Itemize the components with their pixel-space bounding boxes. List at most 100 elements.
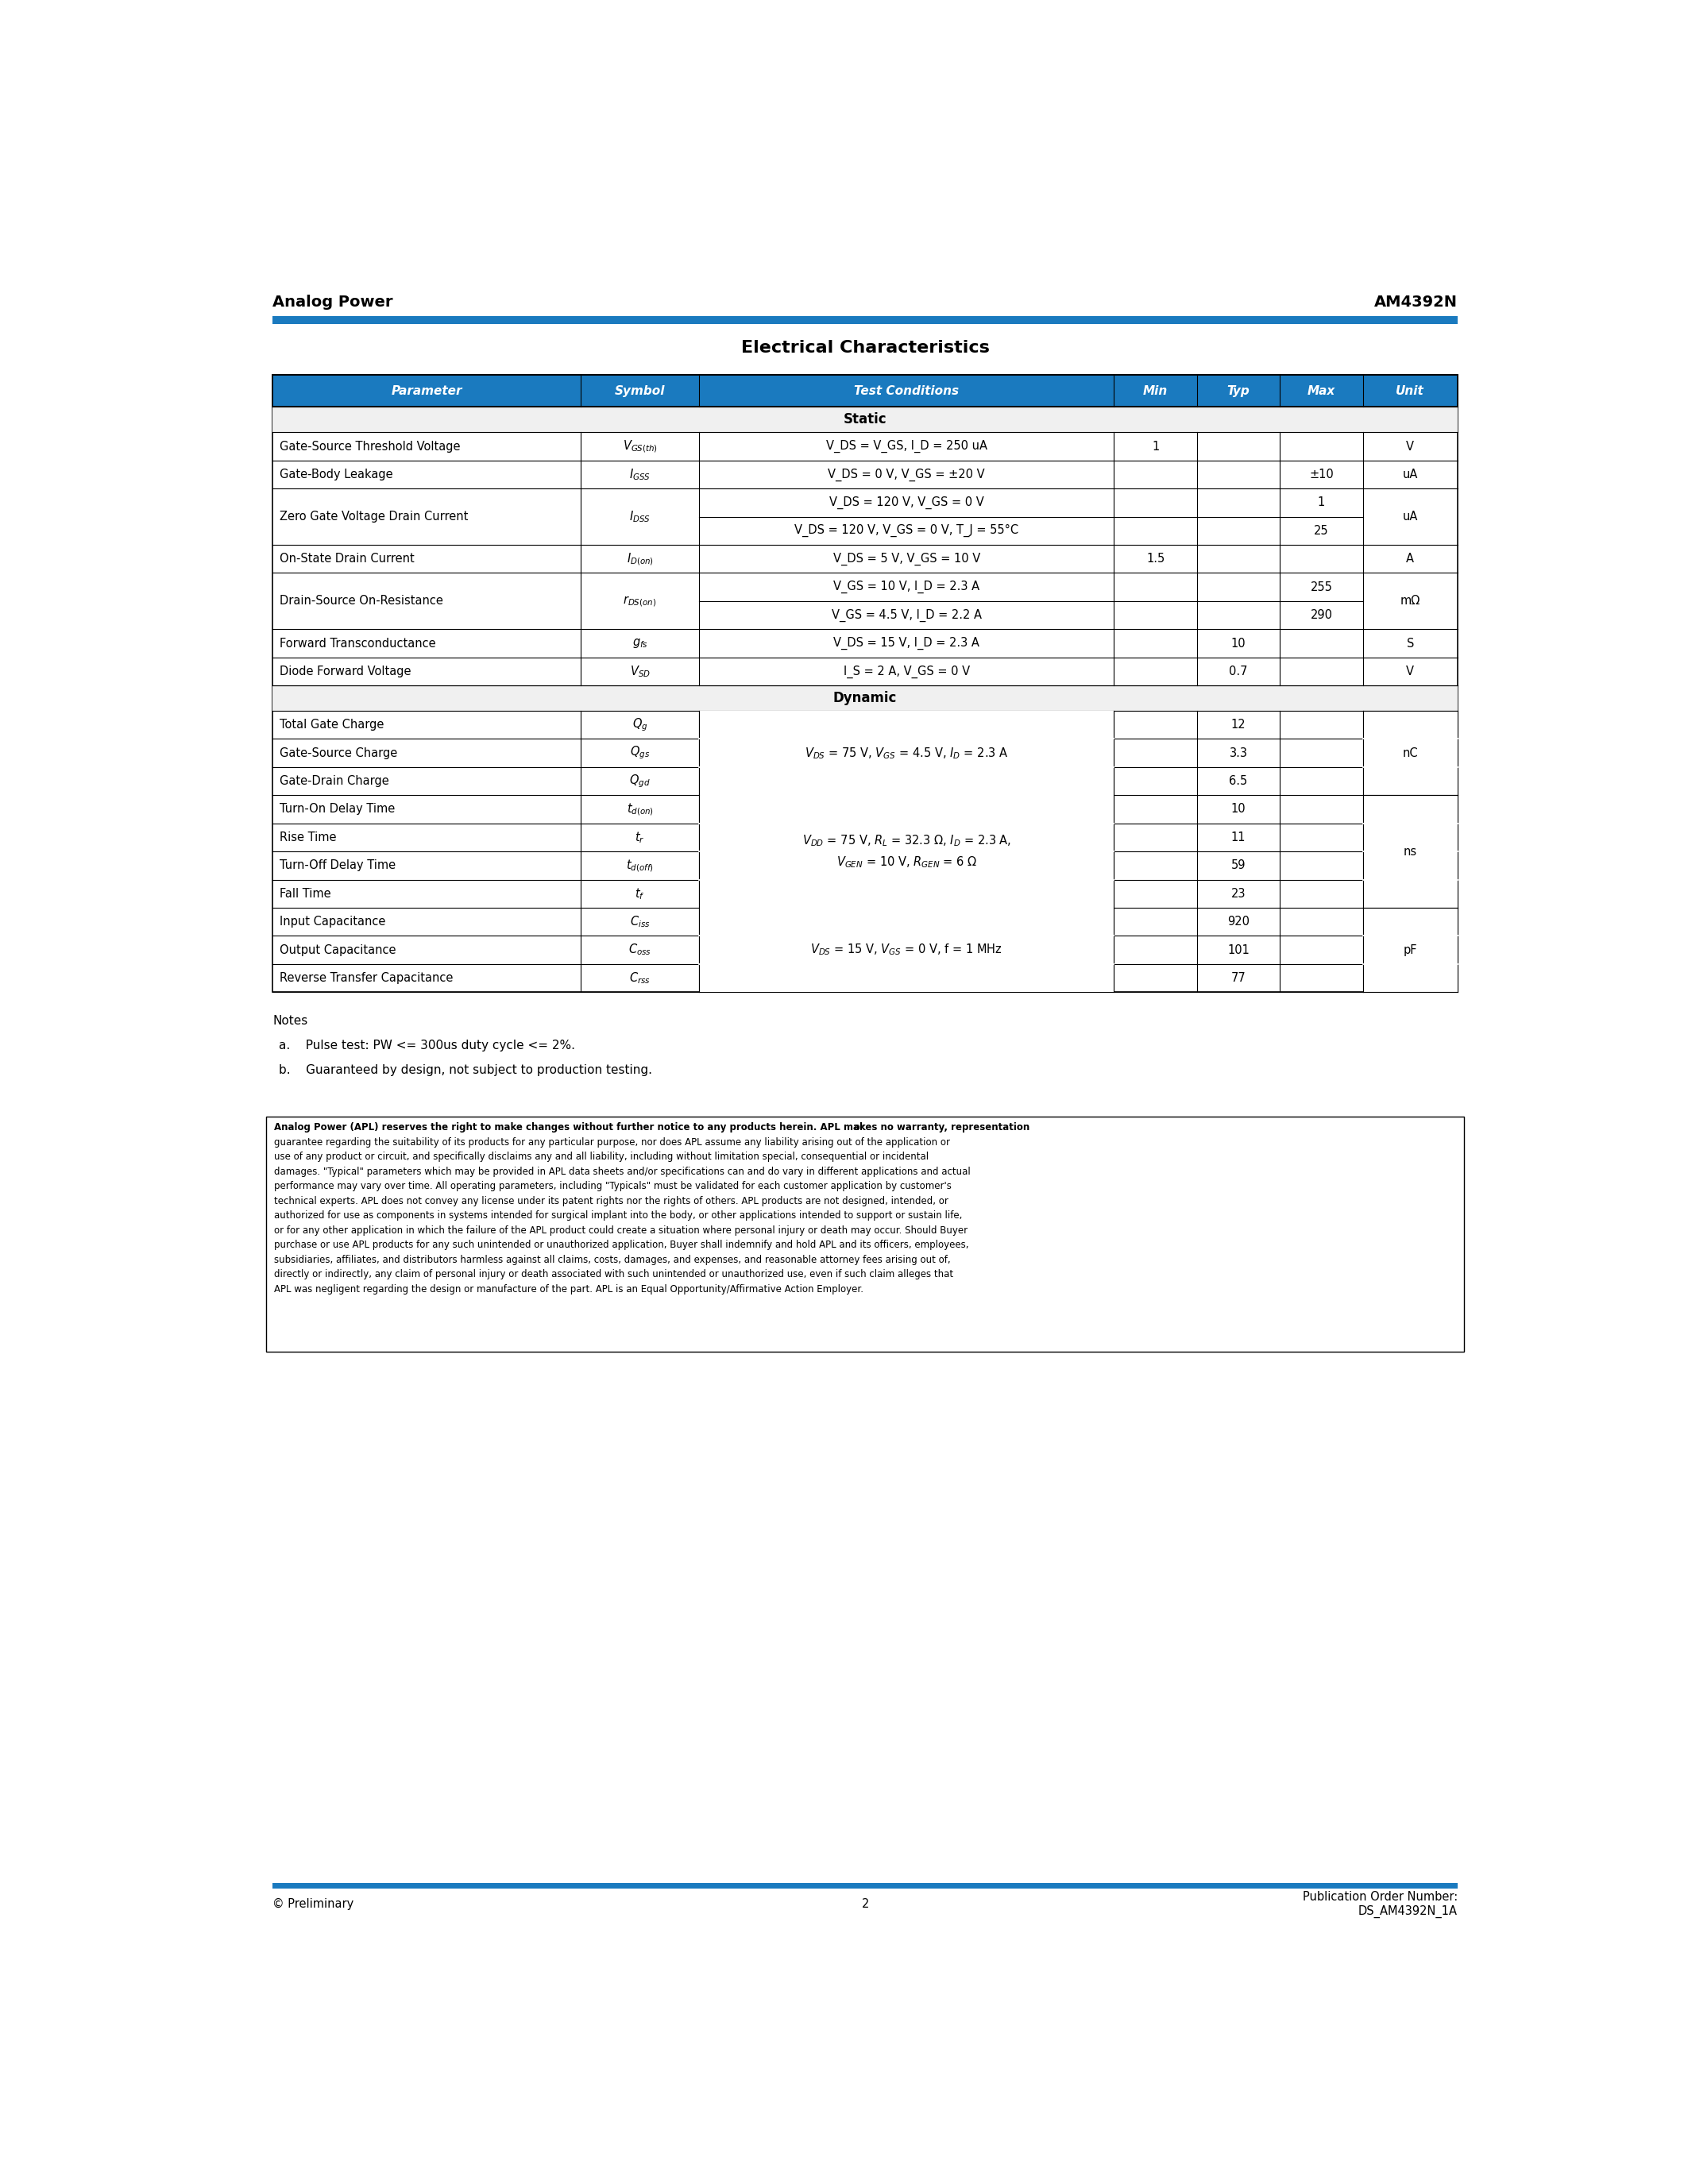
Text: DS_AM4392N_1A: DS_AM4392N_1A: [1359, 1904, 1458, 1918]
Text: 25: 25: [1313, 524, 1328, 537]
Bar: [267, 1116, 1463, 1352]
Text: V_GS = 10 V, I_D = 2.3 A: V_GS = 10 V, I_D = 2.3 A: [834, 581, 979, 594]
Text: V_DS = 0 V, V_GS = ±20 V: V_DS = 0 V, V_GS = ±20 V: [829, 467, 986, 480]
Text: or for any other application in which the failure of the APL product could creat: or for any other application in which th…: [273, 1225, 967, 1236]
Text: V_GS = 4.5 V, I_D = 2.2 A: V_GS = 4.5 V, I_D = 2.2 A: [832, 609, 982, 622]
Text: 920: 920: [1227, 915, 1249, 928]
Text: Publication Order Number:: Publication Order Number:: [1303, 1891, 1458, 1902]
Text: ns: ns: [1403, 860, 1416, 871]
Text: Min: Min: [1143, 384, 1168, 397]
Text: V_DS = 120 V, V_GS = 0 V: V_DS = 120 V, V_GS = 0 V: [829, 496, 984, 509]
Text: Parameter: Parameter: [392, 384, 463, 397]
Text: Notes: Notes: [272, 1016, 307, 1026]
Text: purchase or use APL products for any such unintended or unauthorized application: purchase or use APL products for any suc…: [273, 1241, 969, 1249]
Text: $I_{DSS}$: $I_{DSS}$: [630, 509, 650, 524]
Text: $Q_{gd}$: $Q_{gd}$: [630, 773, 650, 788]
Text: Gate-Source Charge: Gate-Source Charge: [280, 747, 398, 760]
Bar: [272, 376, 1458, 406]
Text: damages. "Typical" parameters which may be provided in APL data sheets and/or sp: damages. "Typical" parameters which may …: [273, 1166, 971, 1177]
Text: Dynamic: Dynamic: [834, 690, 896, 705]
Text: performance may vary over time. All operating parameters, including "Typicals" m: performance may vary over time. All oper…: [273, 1182, 952, 1192]
Text: A: A: [1406, 553, 1415, 566]
Bar: [272, 406, 1458, 432]
Text: 3.3: 3.3: [1229, 747, 1247, 760]
Text: Unit: Unit: [1396, 384, 1425, 397]
Text: I_S = 2 A, V_GS = 0 V: I_S = 2 A, V_GS = 0 V: [844, 664, 971, 677]
Text: Zero Gate Voltage Drain Current: Zero Gate Voltage Drain Current: [280, 511, 469, 522]
Text: Test Conditions: Test Conditions: [854, 384, 959, 397]
Text: Reverse Transfer Capacitance: Reverse Transfer Capacitance: [280, 972, 454, 985]
Text: 101: 101: [1227, 943, 1249, 957]
Text: V_DS = 5 V, V_GS = 10 V: V_DS = 5 V, V_GS = 10 V: [832, 553, 981, 566]
Text: ns: ns: [1403, 845, 1416, 858]
Text: nC: nC: [1403, 719, 1418, 732]
Text: $t_{d(off)}$: $t_{d(off)}$: [626, 858, 653, 874]
Text: Turn-On Delay Time: Turn-On Delay Time: [280, 804, 395, 815]
Bar: [272, 376, 1458, 992]
Text: $t_{r}$: $t_{r}$: [635, 830, 645, 845]
Text: Rise Time: Rise Time: [280, 832, 336, 843]
Text: a.    Pulse test: PW <= 300us duty cycle <= 2%.: a. Pulse test: PW <= 300us duty cycle <=…: [279, 1040, 576, 1053]
Text: Typ: Typ: [1227, 384, 1249, 397]
Text: Symbol: Symbol: [614, 384, 665, 397]
Bar: [699, 909, 1114, 992]
Text: pF: pF: [1403, 943, 1418, 957]
Text: $V_{DS}$ = 75 V, $V_{GS}$ = 4.5 V, $I_{D}$ = 2.3 A: $V_{DS}$ = 75 V, $V_{GS}$ = 4.5 V, $I_{D…: [805, 745, 1008, 760]
Text: $r_{DS(on)}$: $r_{DS(on)}$: [623, 594, 657, 607]
Text: uA: uA: [1403, 511, 1418, 522]
Text: 2: 2: [861, 1898, 869, 1911]
Text: 1.5: 1.5: [1146, 553, 1165, 566]
Text: Analog Power (APL) reserves the right to make changes without further notice to : Analog Power (APL) reserves the right to…: [273, 1123, 1030, 1133]
Text: or: or: [851, 1123, 864, 1133]
Bar: [272, 686, 1458, 710]
Text: $g_{fs}$: $g_{fs}$: [631, 638, 648, 649]
Text: $I_{GSS}$: $I_{GSS}$: [630, 467, 650, 483]
Text: Max: Max: [1307, 384, 1335, 397]
Text: V_DS = 15 V, V_GS = 0 V, f = 1 MHz: V_DS = 15 V, V_GS = 0 V, f = 1 MHz: [802, 943, 1013, 957]
Text: mΩ: mΩ: [1401, 596, 1420, 607]
Text: 6.5: 6.5: [1229, 775, 1247, 786]
Text: Turn-Off Delay Time: Turn-Off Delay Time: [280, 860, 397, 871]
Text: subsidiaries, affiliates, and distributors harmless against all claims, costs, d: subsidiaries, affiliates, and distributo…: [273, 1254, 950, 1265]
Text: pF: pF: [1403, 915, 1418, 928]
Text: 23: 23: [1231, 887, 1246, 900]
Text: technical experts. APL does not convey any license under its patent rights nor t: technical experts. APL does not convey a…: [273, 1197, 949, 1206]
Text: APL was negligent regarding the design or manufacture of the part. APL is an Equ: APL was negligent regarding the design o…: [273, 1284, 863, 1295]
Text: nC: nC: [1403, 775, 1418, 786]
Text: pF: pF: [1403, 972, 1418, 985]
Bar: [699, 710, 1114, 795]
Text: $C_{oss}$: $C_{oss}$: [628, 943, 652, 957]
Text: S: S: [1406, 638, 1415, 649]
Bar: [272, 317, 1458, 323]
Text: nC: nC: [1403, 747, 1418, 760]
Text: 290: 290: [1310, 609, 1332, 620]
Text: AM4392N: AM4392N: [1374, 295, 1458, 310]
Text: directly or indirectly, any claim of personal injury or death associated with su: directly or indirectly, any claim of per…: [273, 1269, 954, 1280]
Text: 1: 1: [1318, 496, 1325, 509]
Text: Input Capacitance: Input Capacitance: [280, 915, 387, 928]
Text: ns: ns: [1403, 887, 1416, 900]
Text: Fall Time: Fall Time: [280, 887, 331, 900]
Text: uA: uA: [1403, 470, 1418, 480]
Text: pF: pF: [1403, 943, 1418, 957]
Text: ns: ns: [1403, 832, 1416, 843]
Text: V: V: [1406, 441, 1415, 452]
Text: Output Capacitance: Output Capacitance: [280, 943, 397, 957]
Bar: [272, 376, 1458, 406]
Bar: [699, 795, 1114, 909]
Text: 12: 12: [1231, 719, 1246, 732]
Text: guarantee regarding the suitability of its products for any particular purpose, : guarantee regarding the suitability of i…: [273, 1138, 950, 1147]
Bar: [272, 1883, 1458, 1889]
Text: Static: Static: [844, 413, 886, 426]
Text: $Q_{gs}$: $Q_{gs}$: [630, 745, 650, 762]
Bar: [1362, 795, 1458, 909]
Text: V_DS = V_GS, I_D = 250 uA: V_DS = V_GS, I_D = 250 uA: [825, 439, 987, 452]
Text: $C_{rss}$: $C_{rss}$: [630, 970, 650, 985]
Text: $V_{DS}$ = 15 V, $V_{GS}$ = 0 V, f = 1 MHz: $V_{DS}$ = 15 V, $V_{GS}$ = 0 V, f = 1 M…: [810, 943, 1003, 957]
Text: $V_{DD}$ = 75 V, $R_{L}$ = 32.3 $\Omega$, $I_{D}$ = 2.3 A,: $V_{DD}$ = 75 V, $R_{L}$ = 32.3 $\Omega$…: [802, 832, 1011, 847]
Text: $I_{D(on)}$: $I_{D(on)}$: [626, 550, 653, 566]
Text: Electrical Characteristics: Electrical Characteristics: [741, 341, 989, 356]
Text: authorized for use as components in systems intended for surgical implant into t: authorized for use as components in syst…: [273, 1210, 962, 1221]
Text: b.    Guaranteed by design, not subject to production testing.: b. Guaranteed by design, not subject to …: [279, 1064, 652, 1077]
Text: $V_{GS(th)}$: $V_{GS(th)}$: [623, 439, 657, 454]
